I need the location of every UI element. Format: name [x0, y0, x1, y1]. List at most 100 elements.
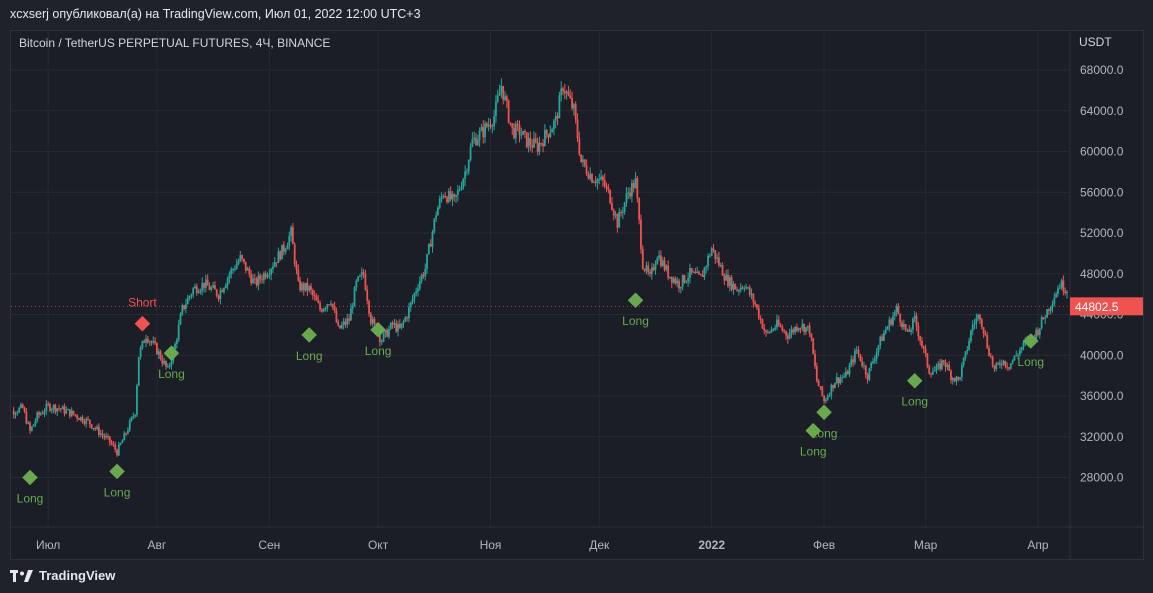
candle — [745, 283, 748, 290]
candle — [45, 399, 48, 416]
last-price-tag — [1070, 297, 1143, 316]
candle-body — [384, 330, 387, 334]
candle-body — [476, 139, 479, 145]
candle — [148, 340, 151, 346]
candle — [427, 243, 430, 255]
candle-body — [447, 191, 450, 203]
candle-body — [369, 313, 372, 324]
candle-body — [853, 350, 856, 363]
candle — [601, 175, 604, 187]
candle — [560, 81, 563, 102]
candle — [257, 271, 260, 291]
candle-body — [618, 212, 621, 228]
candle-body — [652, 267, 655, 270]
candlestick-chart[interactable]: 28000.032000.036000.040000.044000.048000… — [11, 31, 1143, 559]
candle-body — [571, 97, 573, 109]
candle-body — [893, 311, 896, 317]
candle-body — [458, 189, 461, 191]
candle-body — [640, 219, 642, 250]
candle-body — [1064, 291, 1067, 294]
candle — [23, 406, 26, 414]
tradingview-brand[interactable]: TradingView — [10, 568, 115, 583]
candle-body — [226, 278, 229, 286]
candle — [605, 182, 608, 192]
candle-body — [716, 257, 719, 259]
candle — [670, 276, 673, 289]
candle — [159, 349, 162, 361]
candle-body — [819, 386, 822, 388]
candle-body — [1013, 355, 1016, 361]
candle — [473, 131, 476, 144]
candle — [714, 249, 717, 264]
candle-body — [805, 327, 807, 333]
y-tick-label: 32000.0 — [1080, 430, 1124, 444]
candle — [217, 294, 220, 302]
brand-name: TradingView — [39, 568, 116, 583]
candle-body — [16, 412, 19, 414]
candle — [968, 337, 971, 351]
candle — [779, 322, 782, 328]
candle-body — [500, 85, 503, 93]
candle — [897, 303, 900, 315]
candle — [25, 407, 28, 425]
candle — [989, 353, 992, 359]
candle-body — [734, 283, 737, 290]
candle-body — [852, 359, 854, 363]
candle-body — [641, 249, 644, 270]
candle — [614, 211, 617, 219]
candle-body — [466, 171, 468, 173]
candle — [437, 205, 439, 216]
candle — [248, 265, 251, 278]
candle — [110, 439, 113, 446]
candle — [685, 280, 688, 284]
candle-body — [1044, 317, 1047, 319]
candle — [799, 327, 802, 334]
candle — [611, 197, 613, 211]
candle — [426, 253, 428, 275]
y-tick-label: 64000.0 — [1080, 104, 1124, 118]
candle-body — [212, 285, 215, 288]
candle-body — [763, 328, 766, 331]
candle — [808, 322, 811, 337]
candle — [620, 209, 622, 217]
candle — [63, 403, 66, 417]
candle-body — [357, 276, 360, 281]
candle — [640, 214, 642, 254]
candle-body — [235, 264, 238, 270]
candle-body — [844, 371, 847, 377]
candle — [941, 358, 943, 371]
candle — [157, 348, 160, 359]
candle-body — [400, 323, 403, 328]
candle — [971, 320, 974, 336]
candle-body — [924, 348, 927, 354]
candle — [505, 94, 508, 109]
candle-body — [676, 280, 679, 284]
candle-body — [855, 349, 858, 351]
candle — [493, 109, 496, 131]
candle — [950, 369, 952, 384]
candle-body — [206, 279, 209, 286]
candle — [921, 337, 923, 349]
candle-body — [203, 282, 205, 288]
candle — [580, 154, 583, 164]
candle — [320, 307, 323, 313]
candle — [326, 303, 329, 312]
candle-body — [928, 366, 931, 374]
tradingview-logo-icon — [10, 569, 33, 582]
candle — [694, 267, 697, 274]
candle-body — [70, 410, 73, 417]
candle-body — [650, 267, 653, 274]
candle — [853, 348, 856, 365]
candle — [424, 263, 427, 281]
chart-panel[interactable]: 28000.032000.036000.040000.044000.048000… — [10, 30, 1144, 560]
candle — [806, 325, 809, 331]
candle — [127, 427, 129, 435]
candle-body — [261, 279, 263, 281]
candle-body — [531, 145, 534, 148]
candle — [54, 403, 57, 415]
candle — [917, 321, 920, 341]
candle-body — [554, 116, 557, 121]
x-tick-label: Июл — [36, 538, 60, 552]
candle-body — [67, 409, 69, 411]
candle-body — [627, 192, 630, 194]
